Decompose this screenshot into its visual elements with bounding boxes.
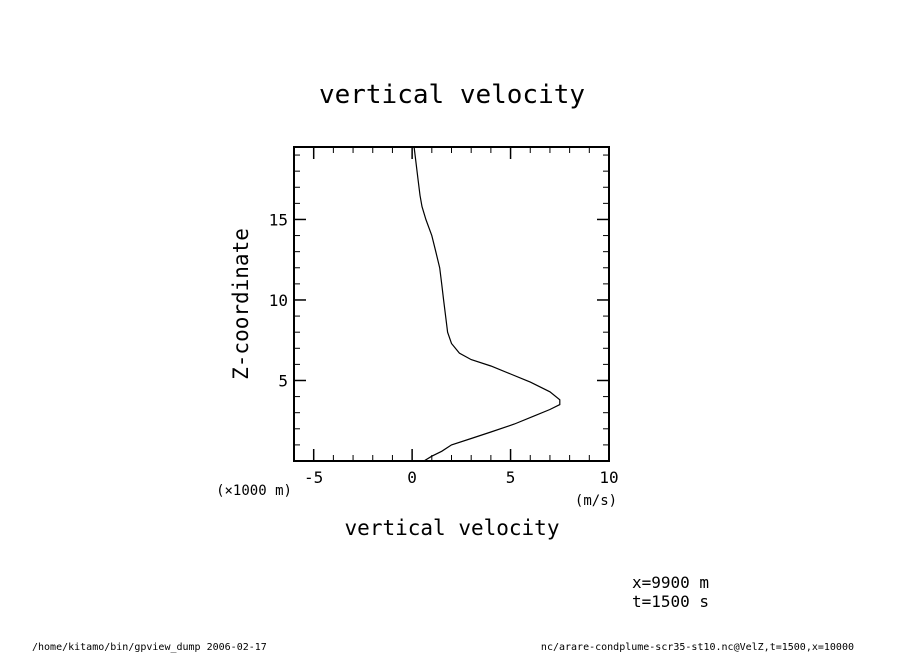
info-time: t=1500 s — [632, 592, 709, 611]
footer-left: /home/kitamo/bin/gpview_dump 2006-02-17 — [32, 642, 267, 653]
x-tick-label: 10 — [599, 468, 618, 487]
y-tick-label: 10 — [269, 291, 288, 310]
y-tick-label: 5 — [278, 371, 288, 390]
x-axis-units: (m/s) — [575, 493, 617, 509]
y-axis-units: (×1000 m) — [216, 483, 292, 499]
chart-title: vertical velocity — [319, 80, 585, 110]
x-tick-label: 0 — [407, 468, 417, 487]
footer-right: nc/arare-condplume-scr35-st10.nc@VelZ,t=… — [541, 642, 854, 653]
x-tick-label: 5 — [506, 468, 516, 487]
x-axis-ticks: -5 0 5 10 — [304, 147, 619, 487]
y-tick-label: 15 — [269, 210, 288, 229]
x-axis-label: vertical velocity — [345, 516, 560, 540]
plot-frame — [293, 146, 610, 462]
series-line — [413, 146, 561, 462]
y-axis-ticks: 5 10 15 — [269, 210, 609, 390]
x-tick-label: -5 — [304, 468, 323, 487]
minor-ticks — [293, 147, 609, 461]
y-axis-label: Z-coordinate — [229, 228, 253, 380]
info-x-position: x=9900 m — [632, 573, 709, 592]
